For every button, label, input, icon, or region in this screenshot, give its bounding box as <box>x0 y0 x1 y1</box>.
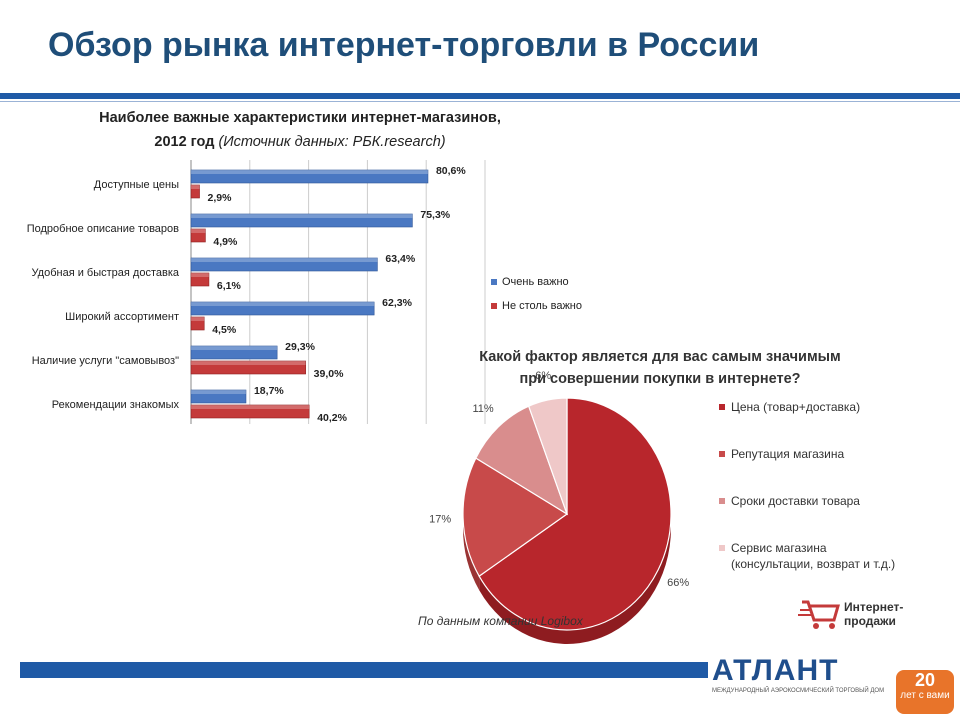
pie-value-label: 11% <box>472 403 493 415</box>
bar-very-important <box>190 301 375 316</box>
bar-value-label: 39,0% <box>314 368 344 380</box>
category-label: Наличие услуги "самовывоз" <box>32 355 179 367</box>
bar-value-label: 18,7% <box>254 385 284 397</box>
ip-logo-line2: продажи <box>844 614 896 628</box>
bar-very-important <box>190 389 247 404</box>
category-label: Подробное описание товаров <box>27 223 179 235</box>
bar-very-important <box>190 345 278 360</box>
bar-value-label: 80,6% <box>436 165 466 177</box>
bar-highlight <box>191 390 246 394</box>
bar-very-important <box>190 169 429 184</box>
bar-very-important <box>190 213 413 228</box>
bar-less-important <box>190 316 205 331</box>
anniversary-badge: 20 лет с вами <box>896 670 954 714</box>
pie-legend-marker <box>719 404 725 410</box>
legend-marker <box>491 279 497 285</box>
pie-legend-label: Репутация магазина <box>731 447 845 461</box>
title-divider-thin <box>0 101 960 102</box>
bar-value-label: 29,3% <box>285 341 315 353</box>
internet-sales-logo-text: Интернет- продажи <box>844 600 903 628</box>
bar-value-label: 4,9% <box>213 236 238 248</box>
pie-legend-marker <box>719 545 725 551</box>
bar-highlight <box>191 361 306 365</box>
legend-label: Очень важно <box>502 276 569 288</box>
bar-less-important <box>190 360 306 375</box>
atlant-logo-subtitle: МЕЖДУНАРОДНЫЙ АЭРОКОСМИЧЕСКИЙ ТОРГОВЫЙ Д… <box>712 688 885 694</box>
internet-sales-logo: Интернет- продажи <box>798 594 928 634</box>
bar-highlight <box>191 185 200 189</box>
bar-highlight <box>191 317 205 321</box>
pie-legend-label: Цена (товар+доставка) <box>731 400 860 414</box>
bar-chart-title: Наиболее важные характеристики интернет-… <box>40 106 560 154</box>
bar-highlight <box>191 302 375 306</box>
bar-less-important <box>190 184 200 199</box>
bar-highlight <box>191 170 428 174</box>
bar-highlight <box>191 405 310 409</box>
pie-slice <box>462 457 569 578</box>
pie-source-note: По данным компании Logibox <box>418 614 583 628</box>
bar-less-important <box>190 404 310 419</box>
bar-highlight <box>191 273 209 277</box>
category-label: Рекомендации знакомых <box>52 399 180 411</box>
pie-slice <box>527 397 568 515</box>
pie-legend-label: (консультации, возврат и т.д.) <box>731 557 895 571</box>
category-label: Широкий ассортимент <box>65 311 179 323</box>
pie-slice <box>475 405 569 516</box>
bar-less-important <box>190 272 210 287</box>
pie-chart: 66% 17% 11% 6% Цена (товар+доставка) Репутаци… <box>429 370 895 644</box>
pie-value-label: 66% <box>667 577 689 589</box>
bar-chart-title-year: 2012 год <box>154 134 215 150</box>
category-label: Доступные цены <box>94 179 179 191</box>
bar-less-important <box>190 228 206 243</box>
bar-very-important <box>190 257 378 272</box>
bar-value-label: 40,2% <box>317 412 347 424</box>
pie-legend-marker <box>719 451 725 457</box>
pie-legend-marker <box>719 498 725 504</box>
pie-question-line1: Какой фактор является для вас самым знач… <box>479 349 841 365</box>
pie-chart-question: Какой фактор является для вас самым знач… <box>460 346 860 390</box>
ip-logo-line1: Интернет- <box>844 600 904 614</box>
shopping-cart-icon <box>798 600 840 629</box>
bar-highlight <box>191 229 206 233</box>
bar-value-label: 6,1% <box>217 280 242 292</box>
bar-highlight <box>191 214 413 218</box>
pie-slice-side <box>463 514 480 591</box>
bar-chart-title-line2: 2012 год (Источник данных: РБК.research) <box>40 130 560 154</box>
bar-highlight <box>191 258 378 262</box>
category-label: Удобная и быстрая доставка <box>32 267 180 279</box>
bar-value-label: 4,5% <box>212 324 237 336</box>
pie-slice <box>478 397 672 631</box>
bar-value-label: 63,4% <box>385 253 415 265</box>
bar-value-label: 75,3% <box>420 209 450 221</box>
legend-label: Не столь важно <box>502 300 582 312</box>
bar-chart-title-line1: Наиболее важные характеристики интернет-… <box>99 110 501 126</box>
footer-bar <box>20 662 708 678</box>
title-divider <box>0 93 960 99</box>
pie-value-label: 6% <box>535 370 551 382</box>
slide-title: Обзор рынка интернет-торговли в России <box>48 26 760 64</box>
pie-legend-label: Сервис магазина <box>731 541 827 555</box>
bar-chart-source: (Источник данных: РБК.research) <box>218 134 446 150</box>
pie-value-label: 17% <box>429 513 451 525</box>
anniversary-number: 20 <box>914 670 936 690</box>
pie-question-line2: при совершении покупки в интернете? <box>519 371 801 387</box>
anniversary-text: лет с вами <box>900 690 950 701</box>
bar-value-label: 2,9% <box>208 192 233 204</box>
bar-chart: Доступные цены 80,6% 2,9% Подробное описани… <box>27 160 582 424</box>
atlant-logo: АТЛАНТ <box>712 654 839 687</box>
bar-highlight <box>191 346 278 350</box>
legend-marker <box>491 303 497 309</box>
bar-value-label: 62,3% <box>382 297 412 309</box>
pie-legend-label: Сроки доставки товара <box>731 494 860 508</box>
